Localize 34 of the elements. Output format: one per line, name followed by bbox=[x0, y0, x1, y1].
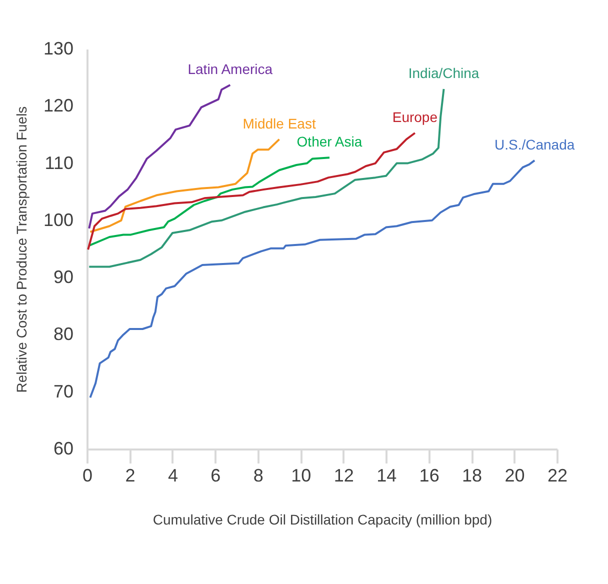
y-tick-label: 110 bbox=[44, 152, 74, 173]
x-tick-label: 0 bbox=[82, 466, 93, 486]
line-series bbox=[87, 132, 416, 251]
x-tick-label: 12 bbox=[334, 466, 354, 486]
x-tick-label: 6 bbox=[210, 466, 221, 486]
x-tick-label: 16 bbox=[419, 466, 440, 486]
x-tick-label: 20 bbox=[504, 466, 525, 486]
x-axis-title: Cumulative Crude Oil Distillation Capacity (million bpd) bbox=[152, 512, 492, 528]
y-axis-title: Relative Cost to Produce Transportation Fuels bbox=[13, 106, 30, 393]
x-tick-label: 18 bbox=[462, 466, 482, 486]
series-label: Europe bbox=[392, 109, 438, 125]
series-label: Other Asia bbox=[296, 134, 362, 150]
line-series bbox=[88, 88, 445, 268]
line-series bbox=[89, 138, 280, 233]
y-tick-label: 70 bbox=[53, 381, 74, 402]
line-series bbox=[88, 84, 232, 230]
series-label: U.S./Canada bbox=[494, 136, 575, 152]
x-tick-label: 2 bbox=[125, 466, 136, 486]
y-tick-label: 100 bbox=[43, 210, 74, 230]
x-tick-label: 14 bbox=[376, 466, 397, 486]
line-series bbox=[88, 156, 330, 247]
x-tick-label: 22 bbox=[547, 466, 568, 486]
series-label: Latin America bbox=[188, 61, 273, 77]
x-tick-label: 4 bbox=[168, 466, 178, 486]
y-tick-label: 80 bbox=[53, 324, 74, 344]
series-label: Middle East bbox=[242, 115, 316, 132]
x-tick-label: 8 bbox=[253, 466, 264, 486]
y-tick-label: 130 bbox=[43, 38, 74, 58]
y-tick-label: 60 bbox=[53, 438, 74, 458]
series-label: India/China bbox=[408, 65, 480, 81]
x-tick-label: 10 bbox=[291, 466, 312, 486]
y-tick-label: 90 bbox=[53, 267, 74, 288]
line-series bbox=[89, 159, 536, 399]
y-tick-label: 120 bbox=[43, 96, 74, 116]
